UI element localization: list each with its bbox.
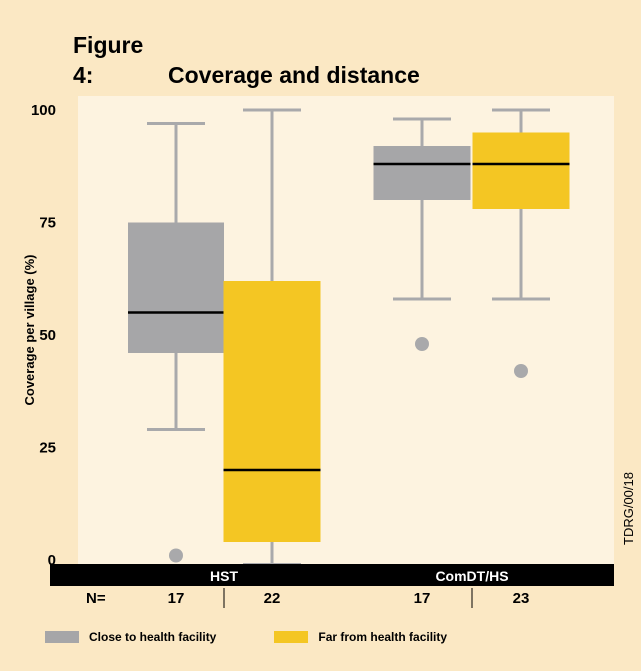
n-count-close-hst: 17 bbox=[168, 590, 185, 607]
box-far-hst bbox=[223, 281, 321, 542]
legend-label-far: Far from health facility bbox=[318, 630, 448, 644]
y-tick-label-50: 50 bbox=[39, 327, 56, 344]
side-code: TDRG/00/18 bbox=[621, 472, 636, 545]
n-count-close-comdt: 17 bbox=[414, 590, 431, 607]
outlier-far-comdt-0 bbox=[514, 364, 528, 378]
n-label: N= bbox=[86, 590, 106, 607]
box-close-hst bbox=[128, 222, 224, 353]
box-far-comdt bbox=[472, 132, 570, 209]
group-band bbox=[50, 564, 614, 586]
n-count-far-comdt: 23 bbox=[513, 590, 530, 607]
legend-label-close: Close to health facility bbox=[89, 630, 217, 644]
group-label-comdt: ComDT/HS bbox=[435, 568, 508, 584]
y-tick-label-25: 25 bbox=[39, 440, 56, 457]
legend-swatch-far bbox=[274, 631, 309, 643]
legend-swatch-close bbox=[45, 631, 79, 643]
y-tick-label-0: 0 bbox=[48, 552, 56, 569]
group-label-hst: HST bbox=[210, 568, 238, 584]
title-line-1: Coverage and distance bbox=[168, 62, 420, 88]
figure-label: Figure 4: bbox=[73, 32, 144, 88]
n-count-far-hst: 22 bbox=[264, 590, 281, 607]
legend-item-close: Close to health facility bbox=[45, 630, 216, 644]
legend-item-far: Far from health facility bbox=[274, 630, 447, 644]
legend: Close to health facility Far from health… bbox=[45, 630, 505, 644]
y-axis-label: Coverage per village (%) bbox=[22, 255, 37, 406]
outlier-close-comdt-0 bbox=[415, 337, 429, 351]
y-tick-label-75: 75 bbox=[39, 215, 56, 232]
box-close-comdt bbox=[373, 146, 471, 200]
outlier-close-hst-0 bbox=[169, 548, 183, 563]
y-tick-label-100: 100 bbox=[31, 102, 56, 119]
